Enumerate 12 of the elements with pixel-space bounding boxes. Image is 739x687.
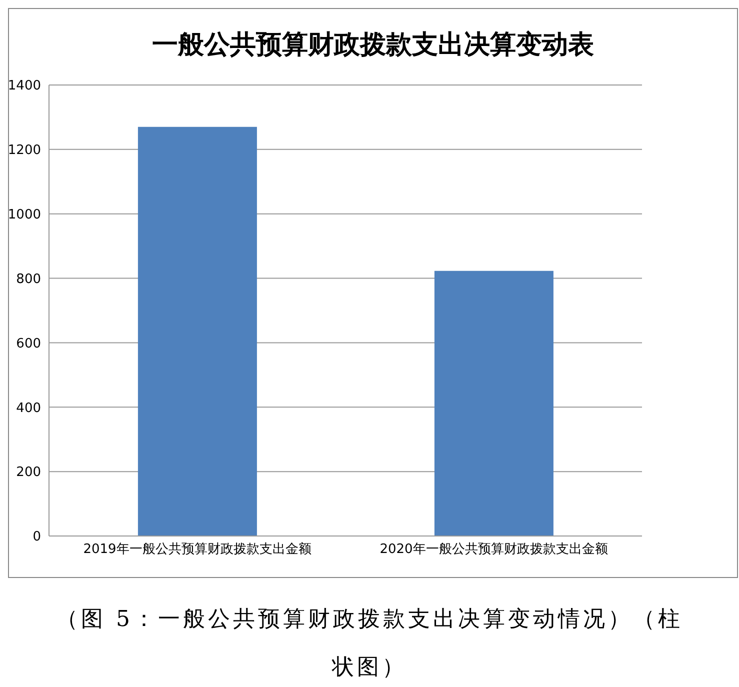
x-tick-label: 2020年一般公共预算财政拨款支出金额 [380,542,608,558]
y-tick-label: 1200 [8,143,41,158]
text: （图 5：一般公共预算财政拨款支出决算变动情况）（柱状图） [55,606,684,682]
y-tick-label: 800 [16,272,41,287]
y-tick-label: 1000 [8,207,41,222]
y-tick-label: 400 [16,400,41,416]
chart-title: 一般公共预算财政拨款支出决算变动表 [151,29,595,62]
y-tick-label: 200 [16,465,41,480]
y-tick-label: 1400 [8,78,41,94]
y-tick-label: 0 [32,530,41,545]
y-tick-label: 600 [16,336,41,352]
x-tick-label: 2019年一般公共预算财政拨款支出金额 [83,542,312,558]
